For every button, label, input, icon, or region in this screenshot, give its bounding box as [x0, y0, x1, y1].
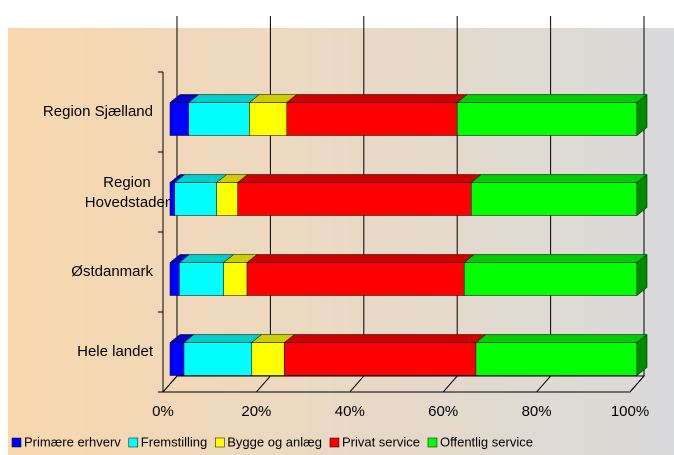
bar-segment [251, 334, 296, 376]
legend-swatch [329, 437, 340, 448]
x-tick-label: 40% [335, 403, 365, 420]
bar-segment [248, 94, 298, 136]
label-line: Region [103, 174, 155, 191]
bar-top [187, 94, 261, 103]
legend-swatch [11, 437, 22, 448]
bar-front [249, 102, 287, 136]
x-tick-label: 100% [611, 403, 649, 420]
bar-front [216, 182, 238, 216]
bar-front [169, 182, 175, 216]
bar-top [246, 254, 475, 263]
bar-segment [475, 333, 648, 377]
y-tick-label: Hele landet [77, 343, 154, 360]
legend-label: Primære erhverv [24, 434, 121, 449]
legend-label: Bygge og anlæg [227, 434, 322, 449]
floor-grid-line [442, 375, 458, 393]
bar-segment [169, 334, 195, 376]
bar-segment [463, 253, 648, 297]
bar-segment [178, 254, 235, 296]
legend-swatch [427, 437, 438, 448]
bar-front [470, 182, 638, 216]
bar-front [284, 342, 477, 376]
legend-label: Privat service [342, 434, 420, 449]
x-tick-label: 0% [152, 403, 174, 420]
bar-segment [237, 174, 482, 216]
chart-background [8, 28, 674, 455]
bar-end [636, 93, 648, 137]
bar-front [169, 102, 189, 136]
bar-front [174, 182, 217, 216]
bar-segment [173, 174, 228, 216]
floor-grid-line [536, 375, 551, 393]
legend-label: Offentlig service [440, 434, 533, 449]
bar-top [237, 174, 482, 183]
bar-front [188, 102, 250, 136]
bar-top [183, 334, 263, 343]
bar-front [463, 262, 638, 296]
y-tick-label: Region Hovedstaden [85, 174, 173, 211]
floor-grid-line [629, 375, 645, 393]
bar-front [169, 262, 180, 296]
bar-front [237, 182, 472, 216]
floor-grid-line [162, 375, 178, 393]
x-tick-label: 60% [428, 403, 458, 420]
bar-segment [183, 334, 263, 376]
bar-front [456, 102, 638, 136]
bar-end [636, 173, 648, 217]
bar-front [251, 342, 285, 376]
label-line: Hovedstaden [85, 194, 173, 211]
bar-front [223, 262, 248, 296]
bar-segment [246, 254, 475, 296]
bar-top [456, 94, 648, 103]
bar-front [475, 342, 638, 376]
bar-top [286, 94, 468, 103]
bar-top [463, 254, 648, 263]
bar-segment [283, 334, 487, 376]
y-tick-label: Region Sjælland [43, 103, 153, 120]
bar-segment [456, 93, 648, 137]
bar-end [636, 333, 648, 377]
legend-label: Fremstilling [141, 434, 207, 449]
bar-segment [470, 173, 648, 217]
bar-front [286, 102, 458, 136]
bar-end [636, 253, 648, 297]
floor-grid-line [349, 375, 365, 393]
bar-front [183, 342, 252, 376]
legend-swatch [215, 437, 225, 448]
bar-segment [286, 94, 468, 136]
y-tick-label: Østdanmark [71, 263, 153, 280]
bar-top [475, 334, 648, 343]
bar-top [470, 174, 648, 183]
floor-grid-line [256, 375, 271, 393]
bar-front [246, 262, 465, 296]
bar-front [169, 342, 185, 376]
x-tick-label: 80% [522, 403, 552, 420]
bar-front [179, 262, 224, 296]
bar-segment [187, 94, 261, 136]
x-tick-label: 20% [241, 403, 271, 420]
legend-swatch [128, 437, 139, 448]
bar-top [283, 334, 487, 343]
